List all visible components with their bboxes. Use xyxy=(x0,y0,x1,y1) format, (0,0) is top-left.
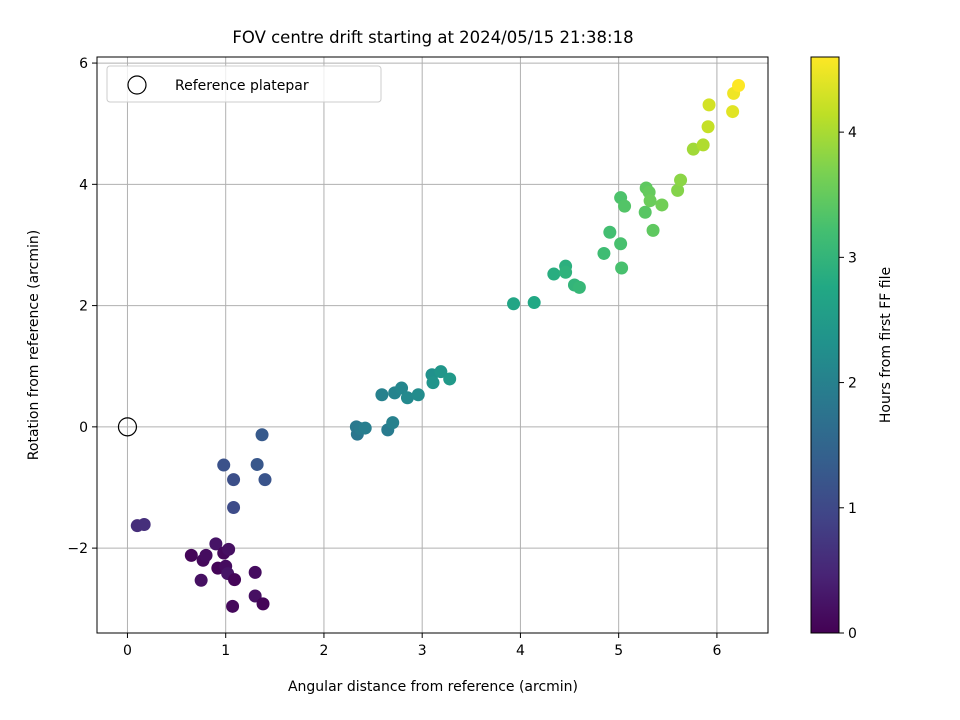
data-point xyxy=(400,391,414,405)
legend: Reference platepar xyxy=(106,65,382,103)
data-point xyxy=(248,565,262,579)
y-tick-label: 0 xyxy=(79,420,88,436)
data-point xyxy=(209,537,223,551)
reference-platepar-marker xyxy=(117,417,138,437)
data-point xyxy=(701,120,715,134)
data-point xyxy=(674,173,688,187)
data-point xyxy=(256,597,270,611)
data-point xyxy=(638,205,652,219)
legend-box xyxy=(106,65,382,103)
data-point xyxy=(250,457,264,471)
colorbar-tick-label: 4 xyxy=(848,125,857,141)
data-point xyxy=(217,458,231,472)
data-point xyxy=(597,246,611,260)
data-point xyxy=(375,388,389,402)
legend-label: Reference platepar xyxy=(175,78,309,94)
y-tick-label: 6 xyxy=(79,56,88,72)
data-point xyxy=(527,296,541,310)
data-point xyxy=(226,599,240,613)
data-point xyxy=(614,237,628,251)
y-tick-label: 4 xyxy=(79,177,88,193)
data-point xyxy=(655,198,669,212)
plot-frame xyxy=(96,56,769,634)
data-points xyxy=(130,78,746,613)
x-tick-label: 4 xyxy=(516,643,525,659)
x-tick-label: 3 xyxy=(418,643,427,659)
data-point xyxy=(194,573,208,587)
data-point xyxy=(258,473,272,487)
data-point xyxy=(726,105,740,119)
data-point xyxy=(426,376,440,390)
data-point xyxy=(227,473,241,487)
data-point xyxy=(443,372,457,386)
data-point xyxy=(507,297,521,311)
data-point xyxy=(227,500,241,514)
colorbar-tick-label: 1 xyxy=(848,501,857,517)
data-point xyxy=(702,98,716,112)
x-tick-label: 1 xyxy=(221,643,230,659)
data-point xyxy=(395,381,409,395)
data-point xyxy=(255,428,269,442)
data-point xyxy=(434,365,448,379)
data-point xyxy=(137,517,151,531)
colorbar-ticks: 0 1 2 3 4 xyxy=(839,125,857,642)
data-point xyxy=(547,267,561,281)
colorbar-tick-label: 0 xyxy=(848,626,857,642)
data-point xyxy=(603,225,617,239)
x-tick-label: 2 xyxy=(319,643,328,659)
data-point xyxy=(222,542,236,556)
x-axis-ticks: 0 1 2 3 4 5 6 xyxy=(123,633,721,659)
data-point xyxy=(559,265,573,279)
data-point xyxy=(643,194,657,208)
x-axis-label: Angular distance from reference (arcmin) xyxy=(288,679,578,695)
data-point xyxy=(358,421,372,435)
y-tick-label: 2 xyxy=(79,299,88,315)
colorbar-tick-label: 3 xyxy=(848,250,857,266)
colorbar xyxy=(810,56,840,634)
data-point xyxy=(671,183,685,197)
y-axis-ticks: −2 0 2 4 6 xyxy=(67,56,97,557)
y-tick-label: −2 xyxy=(67,541,88,557)
data-point xyxy=(228,573,242,587)
data-point xyxy=(686,142,700,156)
data-point xyxy=(411,388,425,402)
data-point xyxy=(618,199,632,213)
y-axis-label: Rotation from reference (arcmin) xyxy=(26,230,42,460)
data-point xyxy=(732,78,746,92)
chart-title: FOV centre drift starting at 2024/05/15 … xyxy=(232,28,633,47)
data-point xyxy=(572,280,586,294)
colorbar-label: Hours from first FF file xyxy=(878,267,894,423)
data-point xyxy=(646,223,660,237)
grid-lines xyxy=(97,57,768,633)
x-tick-label: 6 xyxy=(712,643,721,659)
data-point xyxy=(199,548,213,562)
data-point xyxy=(615,261,629,275)
data-point xyxy=(696,138,710,152)
colorbar-tick-label: 2 xyxy=(848,376,857,392)
x-tick-label: 0 xyxy=(123,643,132,659)
data-point xyxy=(184,548,198,562)
data-point xyxy=(386,416,400,430)
x-tick-label: 5 xyxy=(614,643,623,659)
legend-marker-icon xyxy=(127,75,147,95)
data-point xyxy=(248,589,262,603)
